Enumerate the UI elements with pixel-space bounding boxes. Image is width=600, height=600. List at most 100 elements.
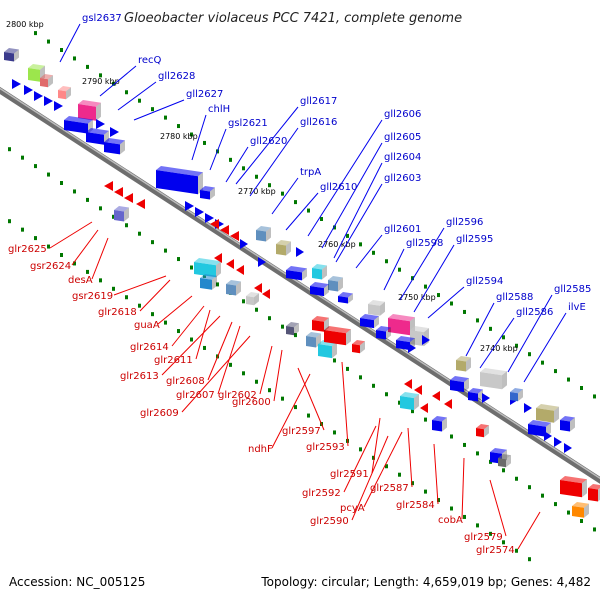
gc-mark (424, 489, 427, 494)
gc-mark (593, 394, 596, 399)
plus-label-leader (507, 294, 553, 373)
minus-gene-label: glr2614 (130, 342, 169, 353)
plus-label-leader (225, 146, 249, 183)
minus-gene-label: glr2600 (232, 397, 271, 408)
minus-gene-label: glr2574 (476, 545, 515, 556)
scale-label: 2770 kbp (238, 187, 276, 196)
gene-block (536, 404, 559, 423)
gc-mark (528, 557, 531, 562)
gc-mark (151, 312, 154, 317)
minus-gene-label: glr2587 (370, 483, 409, 494)
gc-mark (86, 64, 89, 69)
minus-gene-label: glr2625 (8, 244, 47, 255)
gene-block (450, 376, 469, 393)
minus-gene-label: ndhF (248, 444, 273, 455)
gene-block (588, 484, 600, 502)
gc-mark (489, 531, 492, 536)
minus-gene-label: glr2613 (120, 371, 159, 382)
gc-mark (385, 259, 388, 264)
gc-mark (515, 476, 518, 481)
gc-mark (554, 502, 557, 507)
gc-mark (203, 140, 206, 145)
minus-gene-arrow (262, 289, 270, 299)
minus-gene-label: glr2608 (166, 376, 205, 387)
gc-mark (476, 451, 479, 456)
backbone-line (0, 86, 600, 484)
gene-block (156, 166, 203, 195)
gc-mark (60, 181, 63, 185)
gc-mark (502, 468, 505, 473)
gc-mark (8, 147, 11, 152)
plus-gene-label: gll2595 (456, 234, 493, 245)
gc-mark (307, 413, 310, 418)
gene-block (400, 392, 419, 411)
minus-label-leader (171, 305, 205, 347)
gc-mark (164, 115, 167, 120)
minus-gene-label: gsr2624 (30, 261, 71, 272)
plus-label-leader (235, 106, 299, 185)
gc-mark (463, 309, 466, 314)
plus-gene-arrow (205, 213, 214, 223)
plus-gene-arrow (482, 393, 490, 403)
minus-gene-arrow (124, 193, 133, 203)
minus-label-leader (433, 443, 439, 505)
gene-block (306, 332, 321, 348)
gc-mark (580, 386, 583, 390)
gene-block (310, 282, 329, 297)
gc-mark (580, 519, 583, 523)
plus-label-leader (271, 177, 299, 215)
gc-mark (34, 164, 37, 169)
gc-mark (73, 261, 76, 266)
gc-mark (268, 183, 271, 188)
gc-mark (47, 39, 50, 44)
minus-gene-label: pcyA (340, 503, 365, 514)
minus-label-leader (407, 427, 413, 488)
plus-gene-label: gll2606 (384, 109, 421, 120)
gc-mark (424, 284, 427, 289)
gc-mark (34, 31, 37, 36)
plus-label-leader (99, 65, 137, 97)
accession-text: Accession: NC_005125 (9, 575, 146, 589)
gene-block (360, 314, 379, 329)
backbone-highlight (0, 87, 600, 480)
minus-label-leader (113, 275, 167, 296)
gc-mark (177, 329, 180, 334)
gc-mark (151, 240, 154, 245)
plus-label-leader (465, 302, 495, 357)
gene-block (286, 322, 299, 336)
minus-gene-label: glr2590 (310, 516, 349, 527)
plus-label-leader (285, 192, 319, 231)
plus-label-leader (117, 81, 157, 111)
minus-label-leader (363, 431, 403, 508)
plus-gene-label: gll2617 (300, 96, 337, 107)
plus-gene-arrow (524, 403, 532, 413)
plus-gene-label: gll2585 (554, 284, 591, 295)
minus-label-leader (91, 237, 109, 280)
gc-mark (372, 250, 375, 255)
gc-mark (255, 307, 258, 312)
gc-mark (346, 366, 349, 371)
gc-mark (21, 155, 24, 160)
gc-mark (125, 223, 128, 228)
gc-mark (437, 293, 440, 298)
minus-gene-arrow (210, 219, 219, 229)
gene-block (114, 206, 129, 222)
gc-mark (385, 392, 388, 397)
gc-mark (203, 345, 206, 350)
gc-mark (593, 527, 596, 532)
gc-mark (346, 233, 349, 238)
gc-mark (411, 409, 414, 414)
minus-gene-label: glr2592 (302, 488, 341, 499)
minus-label-leader (273, 349, 283, 402)
gene-block (200, 274, 217, 290)
gc-mark (281, 191, 284, 196)
minus-gene-arrow (114, 187, 123, 197)
gc-mark (125, 295, 128, 300)
minus-gene-arrow (420, 403, 428, 413)
plus-gene-label: gll2616 (300, 117, 337, 128)
minus-gene-arrow (236, 265, 244, 275)
gc-mark (268, 316, 271, 321)
plus-gene-label: ilvE (568, 302, 586, 313)
minus-gene-label: glr2609 (140, 408, 179, 419)
label-leader-lines (49, 23, 567, 550)
